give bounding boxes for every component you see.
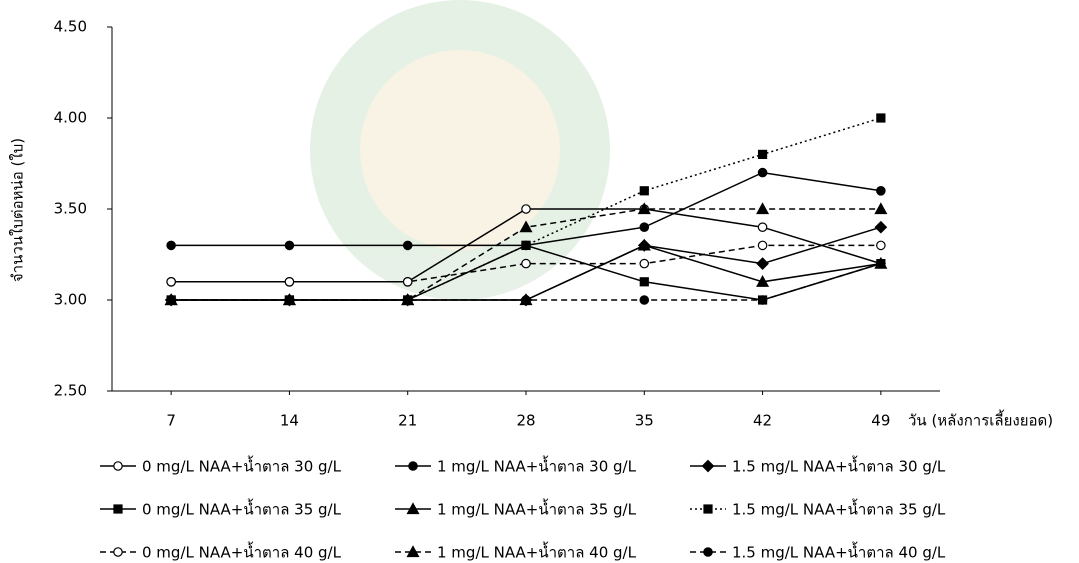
point <box>876 186 886 196</box>
point <box>166 295 176 305</box>
point <box>284 295 295 305</box>
point <box>166 240 176 251</box>
point <box>639 222 650 232</box>
x-tick-label: 21 <box>398 412 417 430</box>
point <box>639 258 650 269</box>
point <box>757 149 768 159</box>
point <box>521 204 531 214</box>
x-axis-label: วัน (หลังการเลี้ยงยอด) <box>908 410 1053 430</box>
legend-label: 1.5 mg/L NAA+น้ำตาล 35 g/L <box>732 499 946 519</box>
y-axis-label: จำนวนใบต่อหน่อ (ใบ) <box>9 138 27 282</box>
legend-marker <box>703 547 713 557</box>
point <box>166 276 176 287</box>
x-tick-label: 14 <box>280 412 299 430</box>
point <box>284 276 295 287</box>
y-tick-label: 3.00 <box>54 291 87 309</box>
point <box>876 240 886 251</box>
legend-marker <box>406 502 420 515</box>
y-tick-label: 3.50 <box>54 200 87 218</box>
legend-marker <box>113 547 123 557</box>
legend-label: 1 mg/L NAA+น้ำตาล 30 g/L <box>437 456 637 476</box>
legend-marker <box>408 461 418 471</box>
point <box>876 113 886 123</box>
point <box>756 257 769 270</box>
legend-label: 1.5 mg/L NAA+น้ำตาล 30 g/L <box>732 456 946 476</box>
legend-marker <box>701 459 715 473</box>
legend-marker <box>113 504 123 514</box>
watermark <box>310 0 610 300</box>
point <box>874 220 888 234</box>
point <box>639 295 650 305</box>
x-tick-label: 28 <box>516 412 535 430</box>
y-tick-label: 4.50 <box>54 18 87 36</box>
point <box>757 240 768 251</box>
point <box>637 238 651 251</box>
point <box>519 220 533 233</box>
legend-marker <box>406 545 420 558</box>
point <box>756 275 770 287</box>
legend-label: 1.5 mg/L NAA+น้ำตาล 40 g/L <box>732 542 946 562</box>
legend-marker <box>113 461 123 471</box>
legend-marker <box>703 504 713 514</box>
point <box>402 240 413 251</box>
y-tick-label: 4.00 <box>54 109 87 127</box>
point <box>521 258 531 269</box>
point <box>757 167 768 178</box>
point <box>756 202 770 215</box>
point <box>757 295 768 305</box>
point <box>874 202 888 215</box>
point <box>284 240 295 251</box>
point <box>639 186 649 196</box>
legend-label: 0 mg/L NAA+น้ำตาล 30 g/L <box>142 456 342 476</box>
point <box>521 295 531 305</box>
legend-label: 0 mg/L NAA+น้ำตาล 35 g/L <box>142 499 342 519</box>
point <box>637 202 651 215</box>
x-tick-label: 35 <box>635 412 654 430</box>
y-tick-label: 2.50 <box>54 382 87 400</box>
x-tick-label: 42 <box>753 412 772 430</box>
x-tick-label: 7 <box>166 412 176 430</box>
legend-label: 1 mg/L NAA+น้ำตาล 35 g/L <box>437 499 637 519</box>
point <box>402 295 413 305</box>
point <box>876 258 886 269</box>
point <box>757 222 768 232</box>
legend-label: 1 mg/L NAA+น้ำตาล 40 g/L <box>437 542 637 562</box>
point <box>521 240 531 250</box>
legend-label: 0 mg/L NAA+น้ำตาล 40 g/L <box>142 542 342 562</box>
point <box>402 276 413 287</box>
point <box>639 277 649 287</box>
x-tick-label: 49 <box>871 412 890 430</box>
